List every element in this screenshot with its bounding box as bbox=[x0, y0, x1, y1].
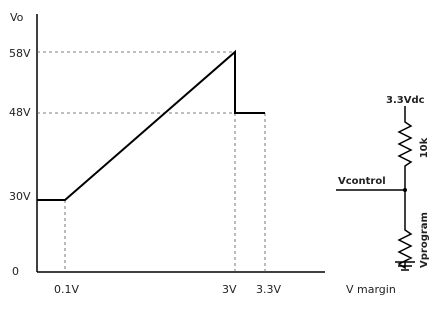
output-curve bbox=[37, 49, 265, 201]
x-tick-label: 0.1V bbox=[54, 283, 79, 296]
resistor-label: 10k bbox=[419, 137, 430, 158]
y-tick-label: 30V bbox=[9, 190, 31, 203]
ground bbox=[395, 261, 415, 271]
y-axis-label: Vo bbox=[10, 11, 24, 24]
node-dot bbox=[403, 188, 407, 192]
x-axis-label: V margin bbox=[346, 283, 396, 296]
x-tick-label: 3V bbox=[222, 283, 237, 296]
node-label: Vcontrol bbox=[338, 176, 386, 187]
guide-lines bbox=[37, 51, 266, 272]
y-tick-label: 58V bbox=[9, 47, 31, 60]
resistor-label: Vprogram bbox=[419, 212, 430, 268]
resistors bbox=[397, 106, 413, 270]
supply-label: 3.3Vdc bbox=[386, 95, 425, 106]
circuit bbox=[336, 106, 415, 271]
y-tick-label: 48V bbox=[9, 106, 31, 119]
y-tick-label: 0 bbox=[12, 265, 19, 278]
x-tick-label: 3.3V bbox=[256, 283, 281, 296]
